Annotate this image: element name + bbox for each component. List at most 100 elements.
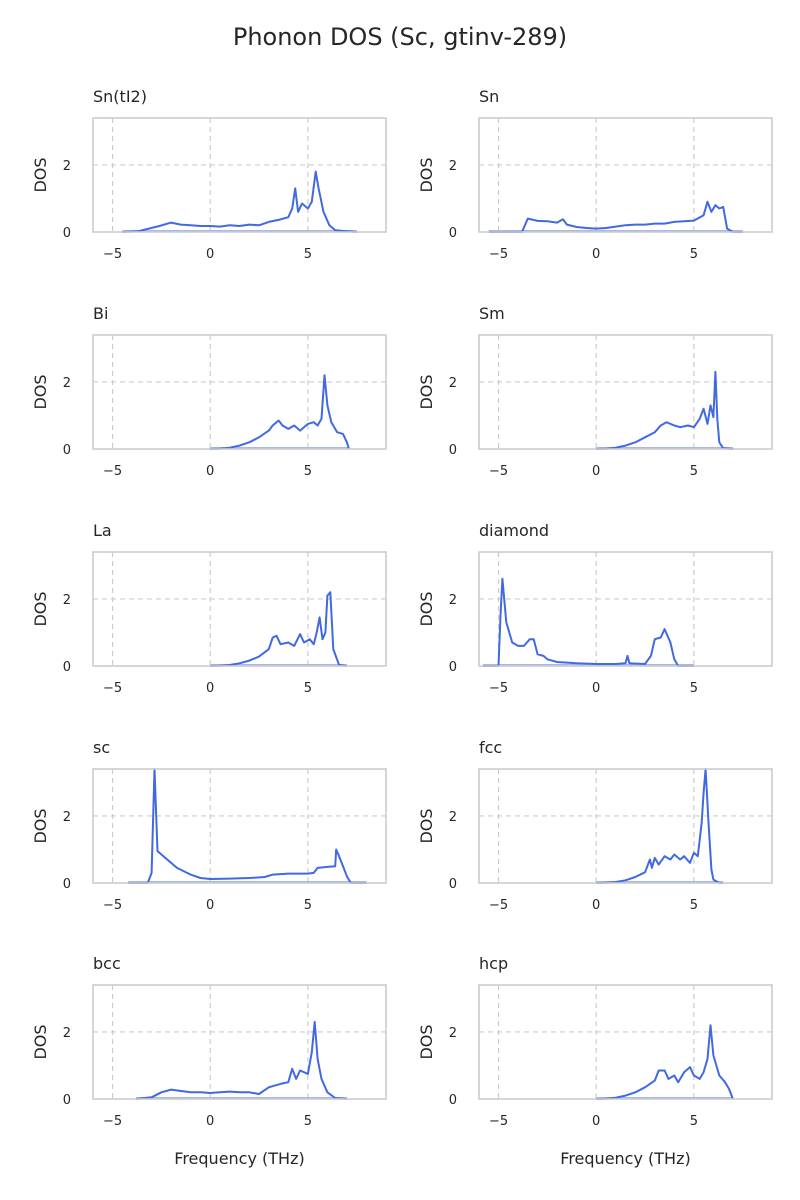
y-tick-label: 2	[449, 376, 457, 391]
dos-curve	[482, 577, 694, 667]
y-axis-label: DOS	[417, 374, 436, 409]
x-tick-label: 0	[592, 681, 600, 696]
x-tick-label: 5	[304, 1114, 312, 1129]
y-axis-label: DOS	[31, 374, 50, 409]
panel-diamond: diamond −5 0 5 0 2 DOS	[417, 521, 773, 696]
panel-hcp: hcp −5 0 5 0 2 DOS Frequency (THz)	[417, 954, 773, 1168]
axes-frame	[92, 768, 387, 884]
axes-frame	[92, 984, 387, 1100]
y-axis-label: DOS	[31, 1024, 50, 1059]
y-tick-label: 2	[449, 593, 457, 608]
axes-frame	[92, 334, 387, 450]
panel-title: bcc	[93, 954, 121, 973]
axes-frame	[92, 551, 387, 667]
axes-frame	[478, 768, 773, 884]
axes-frame	[92, 117, 387, 233]
y-axis-label: DOS	[417, 1024, 436, 1059]
panel-sm: Sm −5 0 5 0 2 DOS	[417, 304, 773, 479]
dos-curve	[135, 1020, 347, 1100]
y-tick-label: 2	[449, 1026, 457, 1041]
panel-title: fcc	[479, 738, 502, 757]
axes-frame	[478, 334, 773, 450]
panel-title: diamond	[479, 521, 549, 540]
x-tick-label: 5	[690, 898, 698, 913]
x-tick-label: 5	[304, 464, 312, 479]
x-tick-label: 0	[206, 464, 214, 479]
dos-curve	[210, 374, 350, 450]
dos-curve	[596, 1024, 734, 1100]
x-tick-label: −5	[103, 464, 122, 479]
x-tick-label: 0	[206, 681, 214, 696]
y-tick-label: 0	[449, 443, 457, 458]
panel-title: La	[93, 521, 112, 540]
y-tick-label: 2	[63, 810, 71, 825]
panel-la: La −5 0 5 0 2 DOS	[31, 521, 387, 696]
y-axis-label: DOS	[417, 157, 436, 192]
panel-title: Sn(tI2)	[93, 87, 147, 106]
panel-title: sc	[93, 738, 110, 757]
y-axis-label: DOS	[417, 591, 436, 626]
panel-sn: Sn −5 0 5 0 2 DOS	[417, 87, 773, 262]
panel-title: hcp	[479, 954, 508, 973]
panel-fcc: fcc −5 0 5 0 2 DOS	[417, 738, 773, 913]
x-tick-label: −5	[489, 1114, 508, 1129]
axes-frame	[478, 551, 773, 667]
dos-curve	[596, 370, 733, 450]
panel-bcc: bcc −5 0 5 0 2 DOS Frequency (THz)	[31, 954, 387, 1168]
x-tick-label: 0	[206, 1114, 214, 1129]
y-tick-label: 0	[449, 660, 457, 675]
x-tick-label: −5	[489, 464, 508, 479]
x-axis-label: Frequency (THz)	[174, 1149, 304, 1168]
y-axis-label: DOS	[31, 808, 50, 843]
panel-title: Sm	[479, 304, 505, 323]
axes-frame	[478, 117, 773, 233]
x-tick-label: 0	[592, 464, 600, 479]
x-tick-label: 0	[592, 247, 600, 262]
y-tick-label: 2	[63, 376, 71, 391]
panel-sn-ti2-: Sn(tI2) −5 0 5 0 2 DOS	[31, 87, 387, 262]
y-axis-label: DOS	[417, 808, 436, 843]
x-tick-label: −5	[103, 1114, 122, 1129]
x-axis-label: Frequency (THz)	[560, 1149, 690, 1168]
y-tick-label: 2	[63, 1026, 71, 1041]
x-tick-label: 5	[690, 1114, 698, 1129]
y-tick-label: 2	[449, 810, 457, 825]
y-tick-label: 2	[63, 159, 71, 174]
x-tick-label: −5	[489, 898, 508, 913]
y-tick-label: 0	[449, 1093, 457, 1108]
y-axis-label: DOS	[31, 157, 50, 192]
x-tick-label: 5	[304, 681, 312, 696]
y-axis-label: DOS	[31, 591, 50, 626]
x-tick-label: 5	[690, 247, 698, 262]
dos-curve	[210, 591, 348, 667]
x-tick-label: −5	[103, 898, 122, 913]
y-tick-label: 0	[63, 226, 71, 241]
y-tick-label: 0	[63, 877, 71, 892]
x-tick-label: −5	[103, 681, 122, 696]
x-tick-label: 0	[206, 247, 214, 262]
axes-frame	[478, 984, 773, 1100]
y-tick-label: 0	[63, 1093, 71, 1108]
y-tick-label: 2	[63, 593, 71, 608]
panel-sc: sc −5 0 5 0 2 DOS	[31, 738, 387, 913]
x-tick-label: −5	[489, 247, 508, 262]
y-tick-label: 0	[449, 877, 457, 892]
x-tick-label: 0	[592, 1114, 600, 1129]
x-tick-label: 5	[690, 464, 698, 479]
y-tick-label: 0	[63, 660, 71, 675]
panel-bi: Bi −5 0 5 0 2 DOS	[31, 304, 387, 479]
panel-title: Sn	[479, 87, 499, 106]
panel-title: Bi	[93, 304, 108, 323]
dos-curve	[596, 768, 724, 884]
y-tick-label: 2	[449, 159, 457, 174]
dos-curve	[488, 200, 743, 233]
x-tick-label: 0	[592, 898, 600, 913]
y-tick-label: 0	[449, 226, 457, 241]
x-tick-label: 0	[206, 898, 214, 913]
x-tick-label: 5	[690, 681, 698, 696]
figure-title: Phonon DOS (Sc, gtinv-289)	[233, 23, 567, 51]
dos-curve	[128, 768, 367, 884]
x-tick-label: 5	[304, 247, 312, 262]
